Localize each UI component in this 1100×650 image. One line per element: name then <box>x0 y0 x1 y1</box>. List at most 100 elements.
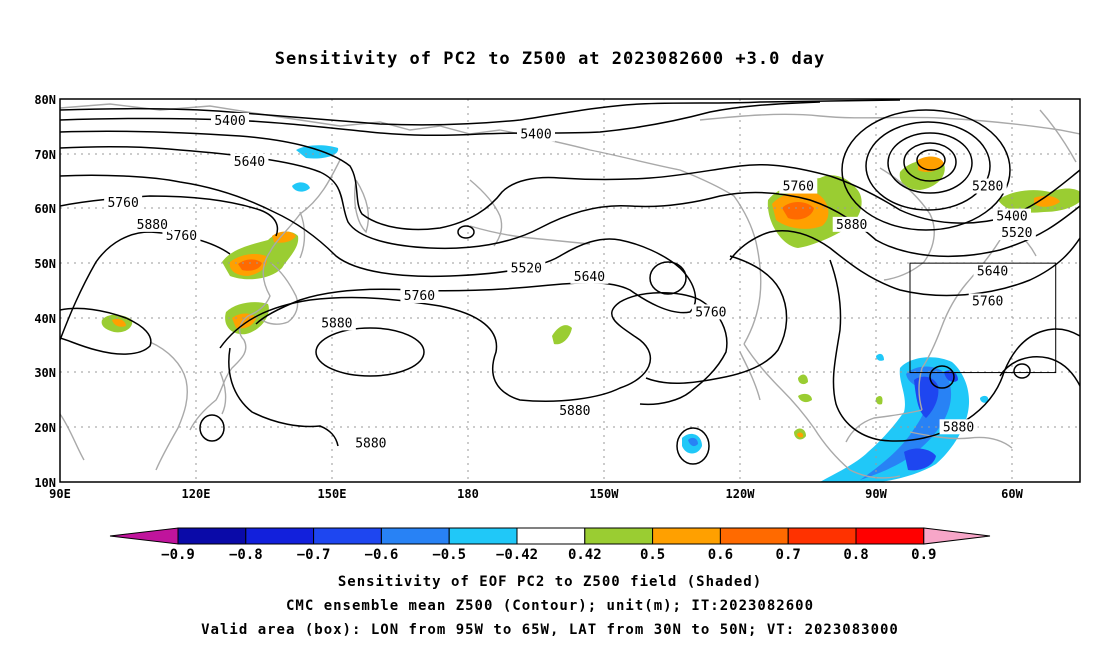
contour-label: 5640 <box>977 264 1008 279</box>
lon-tick-label: 120W <box>726 487 756 501</box>
contour-5760 <box>60 174 697 325</box>
contour-label-bg <box>211 112 249 128</box>
contour-label-bg <box>832 216 871 232</box>
contour-label: 5640 <box>234 155 265 170</box>
shaded-sensitivity <box>101 145 1080 482</box>
colorbar-high-arrow <box>923 527 991 545</box>
contour-label-bg <box>691 304 730 320</box>
contour-label: 5400 <box>520 128 551 143</box>
contour-label-bg <box>939 419 978 435</box>
coastline-aleutians <box>469 225 591 245</box>
contour-label-bg <box>400 287 439 303</box>
footer-line-valid-area: Valid area (box): LON from 95W to 65W, L… <box>201 622 899 638</box>
contour-label-bg <box>997 225 1036 241</box>
positive-shade <box>238 259 262 271</box>
colorbar-label: −0.7 <box>297 547 331 563</box>
contour-label: 5880 <box>943 420 974 435</box>
positive-shade <box>552 325 572 345</box>
negative-shade <box>914 376 939 418</box>
contour-label-bg <box>968 178 1007 194</box>
contour-label-bg <box>351 435 390 451</box>
lon-tick-label: 90E <box>49 487 71 501</box>
coastline-gulf <box>845 409 923 443</box>
valid-area-box <box>909 262 1057 374</box>
contour-5880-high <box>676 427 710 465</box>
contour-label-bg <box>104 194 143 210</box>
contour-label-bg <box>570 268 609 284</box>
contour-low-5 <box>841 109 1011 231</box>
contour-label: 5880 <box>355 437 386 452</box>
contour-label: 5760 <box>972 294 1003 309</box>
contour-5400-b <box>60 101 821 137</box>
positive-shade <box>1034 195 1060 207</box>
contour-5880-tiny <box>1013 363 1031 379</box>
contour-label-bg <box>555 402 594 418</box>
coastline-bering <box>469 179 503 247</box>
contour-5880-d <box>829 259 1080 442</box>
map-title: Sensitivity of PC2 to Z500 at 2023082600… <box>274 49 826 69</box>
lat-tick-label: 40N <box>34 312 56 326</box>
contour-label: 5520 <box>511 262 542 277</box>
colorbar-label: 0.7 <box>776 547 801 563</box>
colorbar-swatch <box>719 527 789 545</box>
colorbar-low-arrow <box>109 527 179 545</box>
contour-label: 5640 <box>574 270 605 285</box>
colorbar-swatch <box>652 527 721 545</box>
contour-5880-b <box>219 292 728 406</box>
contour-label-bg <box>968 293 1007 309</box>
contour-label: 5880 <box>559 404 590 419</box>
contour-label: 5760 <box>783 180 814 195</box>
contour-low-1 <box>916 149 946 171</box>
coastline-philippines <box>219 371 227 415</box>
lat-axis: 80N 70N 60N 50N 40N 30N 20N 10N <box>34 93 56 490</box>
colorbar-label: −0.42 <box>496 547 538 563</box>
contour-5520-low <box>457 225 475 239</box>
contour-low-gulf <box>929 365 955 389</box>
contour-label-bg <box>162 227 201 243</box>
plot-frame <box>59 98 1081 483</box>
positive-shade <box>875 396 883 405</box>
colorbar: −0.9 −0.8 −0.7 −0.6 −0.5 −0.42 0.42 0.5 0.6 0.7 0.… <box>109 527 991 563</box>
colorbar-label: 0.6 <box>708 547 733 563</box>
contour-label-bg <box>973 263 1012 279</box>
colorbar-label: −0.9 <box>161 547 195 563</box>
colorbar-label: −0.5 <box>432 547 466 563</box>
positive-shade <box>112 318 126 327</box>
negative-shade <box>296 145 339 159</box>
coastline-west-na <box>743 343 901 479</box>
contour-label-bg <box>230 153 269 169</box>
positive-shade <box>797 432 804 438</box>
coastlines <box>60 103 1080 479</box>
contour-5880-e <box>228 347 339 447</box>
colorbar-swatch <box>787 527 857 545</box>
footer-line-contour: CMC ensemble mean Z500 (Contour); unit(m… <box>285 598 814 614</box>
negative-shade <box>876 353 884 361</box>
colorbar-swatch <box>177 527 247 545</box>
colorbar-label: −0.8 <box>229 547 263 563</box>
colorbar-label: 0.9 <box>911 547 936 563</box>
contour-label: 5760 <box>695 305 726 320</box>
lat-tick-label: 30N <box>34 366 56 380</box>
contour-label-bg <box>993 208 1031 224</box>
positive-shade <box>232 313 256 329</box>
colorbar-label: 0.42 <box>568 547 602 563</box>
colorbar-label: 0.8 <box>843 547 868 563</box>
coastline-kamchatka <box>354 179 370 234</box>
coastline-alaska <box>499 129 762 345</box>
contour-label: 5520 <box>1001 226 1032 241</box>
contour-low-2 <box>903 142 957 182</box>
contour-label: 5280 <box>972 180 1003 195</box>
contour-low-3 <box>887 132 973 194</box>
contour-label-bg <box>507 260 546 276</box>
contour-label: 5400 <box>214 114 245 129</box>
lat-tick-label: 50N <box>34 257 56 271</box>
colorbar-swatch <box>516 527 586 545</box>
coastline-japan <box>261 263 299 325</box>
positive-shade <box>798 374 808 385</box>
contour-5880-f <box>60 307 152 355</box>
coastline-india <box>60 413 85 461</box>
lon-tick-label: 90W <box>865 487 887 501</box>
contour-low-center <box>315 327 425 377</box>
contour-5400 <box>60 99 901 126</box>
